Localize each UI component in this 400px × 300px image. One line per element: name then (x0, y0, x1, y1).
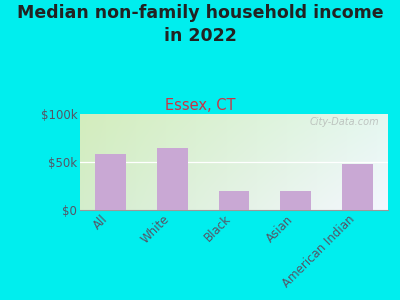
Bar (157, 148, 188, 210)
Bar (95, 154, 126, 210)
Text: City-Data.com: City-Data.com (309, 117, 379, 127)
Bar (342, 164, 373, 210)
Bar (218, 191, 250, 210)
Text: Median non-family household income
in 2022: Median non-family household income in 20… (17, 4, 383, 45)
Bar (280, 191, 311, 210)
Text: Essex, CT: Essex, CT (165, 98, 235, 112)
